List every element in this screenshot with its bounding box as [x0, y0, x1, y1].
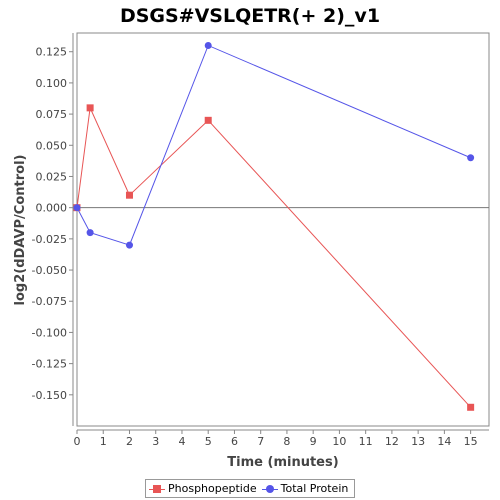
y-tick-label: 0.050 — [36, 139, 68, 152]
x-tick-label: 0 — [74, 435, 81, 448]
series-layer — [73, 41, 475, 411]
x-tick-label: 8 — [283, 435, 290, 448]
legend: Phosphopeptide Total Protein — [145, 479, 355, 498]
data-point — [204, 41, 212, 49]
x-tick-label: 15 — [464, 435, 478, 448]
x-axis: 0 1 2 3 4 5 6 7 8 9 10 11 12 13 14 15 — [74, 429, 489, 448]
data-point — [467, 403, 475, 411]
x-tick-label: 5 — [205, 435, 212, 448]
y-axis-label: log2(dDAVP/Control) — [13, 155, 28, 306]
x-tick-label: 4 — [178, 435, 185, 448]
y-tick-label: -0.075 — [32, 295, 67, 308]
data-point — [86, 229, 94, 237]
x-tick-label: 9 — [310, 435, 317, 448]
y-tick-label: -0.150 — [32, 389, 67, 402]
x-tick-label: 14 — [437, 435, 451, 448]
y-tick-label: -0.025 — [32, 233, 67, 246]
data-point — [467, 154, 475, 162]
x-tick-label: 2 — [126, 435, 133, 448]
square-marker-icon — [149, 484, 165, 494]
y-axis: -0.150 -0.125 -0.100 -0.075 -0.050 -0.025 0.00… — [32, 33, 74, 426]
y-tick-label: 0.000 — [36, 202, 68, 215]
data-point — [125, 191, 133, 199]
x-tick-label: 13 — [411, 435, 425, 448]
y-tick-label: 0.075 — [36, 108, 68, 121]
legend-label-phosphopeptide: Phosphopeptide — [168, 482, 257, 495]
y-tick-label: 0.100 — [36, 77, 68, 90]
y-tick-label: -0.100 — [32, 326, 67, 339]
legend-item-total-protein: Total Protein — [261, 482, 349, 495]
legend-label-total-protein: Total Protein — [280, 482, 349, 495]
y-tick-label: -0.125 — [32, 358, 67, 371]
y-tick-label: 0.025 — [36, 170, 68, 183]
data-point — [204, 116, 212, 124]
x-tick-label: 3 — [152, 435, 159, 448]
y-tick-label: -0.050 — [32, 264, 67, 277]
plot-area — [76, 32, 490, 427]
x-tick-label: 10 — [332, 435, 346, 448]
circle-marker-icon — [261, 484, 278, 494]
y-tick-label: 0.125 — [36, 46, 68, 59]
x-tick-label: 1 — [100, 435, 107, 448]
data-point — [125, 241, 133, 249]
data-point — [73, 204, 81, 212]
x-tick-label: 6 — [231, 435, 238, 448]
x-tick-label: 12 — [385, 435, 399, 448]
chart-title: DSGS#VSLQETR(+ 2)_v1 — [120, 5, 380, 27]
data-point — [86, 104, 94, 112]
x-tick-label: 11 — [359, 435, 373, 448]
legend-item-phosphopeptide: Phosphopeptide — [149, 482, 257, 495]
x-axis-label: Time (minutes) — [227, 455, 338, 470]
x-tick-label: 7 — [257, 435, 264, 448]
series-total-protein — [73, 41, 475, 249]
